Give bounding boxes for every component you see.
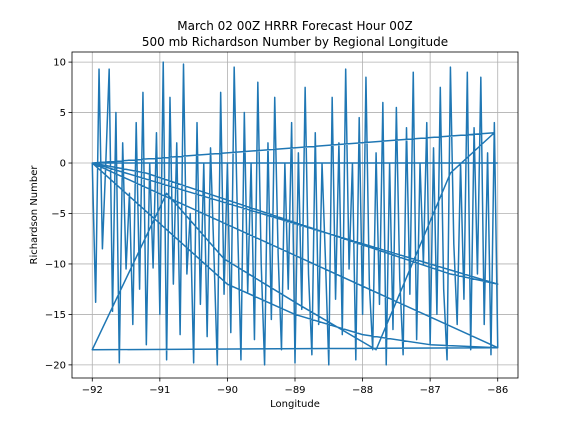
y-tick-label: −20 [45, 360, 66, 371]
y-tick-label: 0 [60, 159, 66, 170]
y-tick-label: 10 [53, 58, 66, 69]
x-tick-label: −88 [352, 385, 373, 396]
x-tick-label: −90 [217, 385, 238, 396]
chart-title-line2: 500 mb Richardson Number by Regional Lon… [142, 35, 448, 49]
y-tick-label: −5 [51, 209, 66, 220]
x-tick-label: −89 [284, 385, 305, 396]
x-tick-label: −92 [82, 385, 103, 396]
plot-frame [71, 51, 519, 379]
series-line [91, 61, 499, 366]
plot-area [91, 61, 499, 366]
y-tick-label: −15 [45, 310, 66, 321]
y-axis-label: Richardson Number [29, 165, 40, 265]
axis-ticks: −92 −91 −90 −89 −88 −87 −86 −20 −15 −10 −5 0 5 10 [45, 58, 508, 396]
y-tick-label: −10 [45, 259, 66, 270]
y-tick-label: 5 [60, 108, 66, 119]
x-tick-label: −91 [149, 385, 170, 396]
x-tick-label: −86 [487, 385, 508, 396]
chart-title-line1: March 02 00Z HRRR Forecast Hour 00Z [177, 19, 412, 33]
x-tick-label: −87 [420, 385, 441, 396]
x-axis-label: Longitude [270, 399, 320, 410]
